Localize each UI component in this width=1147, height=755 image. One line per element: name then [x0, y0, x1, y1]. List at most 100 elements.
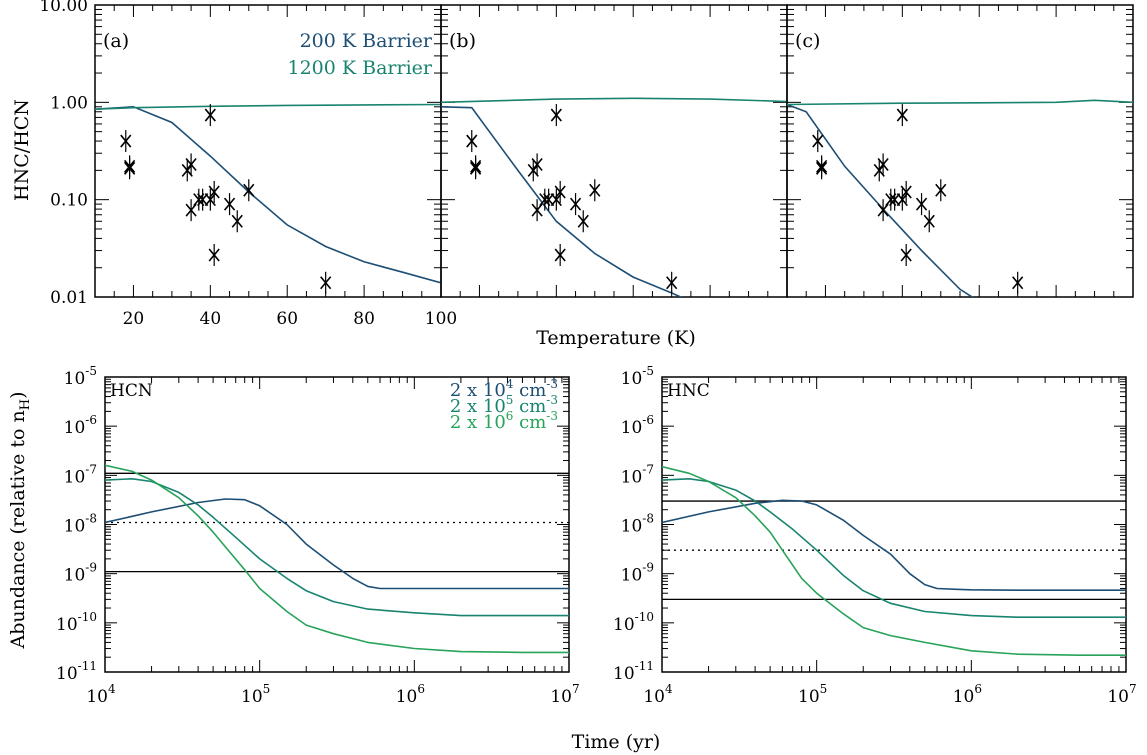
panel-top-2: (b) — [440, 4, 788, 298]
lines-layer — [662, 465, 1126, 657]
x-tick-label: 60 — [276, 309, 298, 329]
panel-label: (a) — [103, 30, 129, 52]
observation-point — [466, 130, 478, 153]
y-tick-label: 0.01 — [50, 288, 88, 308]
tick-exponent: -10 — [635, 610, 654, 624]
y-tick-label: 10-8 — [621, 512, 654, 537]
series-line-1200k-barrier — [95, 103, 441, 110]
legend-unit-exponent: -3 — [546, 377, 558, 391]
legend-exponent: 6 — [506, 409, 514, 423]
legend-entry: 2 x 105 cm-3 — [450, 393, 558, 417]
y-tick-label: 10-9 — [64, 561, 97, 586]
y-tick-label: 10-10 — [56, 610, 97, 635]
tick-exponent: -6 — [85, 413, 97, 427]
x-tick-label: 104 — [643, 682, 673, 707]
y-tick-label: 0.10 — [50, 191, 88, 211]
bottom-y-label-close: ) — [7, 392, 29, 399]
bottom-y-label-sub: H — [18, 399, 33, 410]
observation-point — [915, 193, 928, 216]
tick-exponent: 7 — [1129, 682, 1137, 696]
top-y-axis-label: HNC/HCN — [11, 99, 33, 201]
x-tick-label: 105 — [798, 682, 827, 707]
tick-exponent: 5 — [263, 682, 271, 696]
observation-point — [185, 199, 197, 222]
legend-entry: 1200 K Barrier — [288, 57, 433, 79]
observation-point — [589, 179, 601, 202]
tick-base: 10 — [86, 687, 108, 707]
observation-point — [223, 193, 236, 216]
tick-exponent: -9 — [642, 561, 654, 575]
observation-point — [877, 153, 889, 176]
legend-exponent: 5 — [506, 393, 514, 407]
observation-point — [1012, 271, 1024, 294]
tick-base: 10 — [798, 687, 820, 707]
tick-exponent: 6 — [417, 682, 425, 696]
series-line-density-2 — [662, 477, 1126, 619]
tick-base: 10 — [64, 418, 86, 438]
series-line-density-1 — [662, 499, 1126, 592]
series-line-1200k-barrier — [441, 97, 787, 104]
y-tick-label: 10-11 — [56, 659, 97, 684]
observation-point — [569, 193, 582, 216]
observation-point — [812, 130, 824, 153]
series-line-density-2 — [105, 477, 569, 617]
tick-base: 10 — [1107, 687, 1129, 707]
bottom-y-label-main: Abundance (relative to n — [7, 410, 29, 649]
tick-base: 10 — [621, 566, 643, 586]
panel-top-1: (a) — [94, 4, 442, 298]
tick-base: 10 — [64, 369, 86, 389]
tick-exponent: -11 — [78, 659, 97, 673]
observation-point — [550, 104, 562, 127]
tick-exponent: -9 — [85, 561, 97, 575]
legend-unit: cm — [513, 396, 546, 417]
x-tick-label: 105 — [241, 682, 270, 707]
lines-layer — [105, 464, 569, 654]
tick-base: 10 — [621, 467, 643, 487]
bottom-y-axis-label: Abundance (relative to nH) — [7, 392, 33, 650]
panel-label: HCN — [110, 381, 153, 401]
tick-base: 10 — [64, 517, 86, 537]
panel-frame — [786, 4, 1134, 298]
panel-label: HNC — [667, 381, 710, 401]
x-tick-label: 107 — [550, 682, 579, 707]
observation-point — [554, 180, 566, 203]
observation-point — [243, 179, 255, 202]
legend-unit: cm — [513, 412, 546, 433]
observation-point — [185, 153, 197, 176]
tick-exponent: -7 — [642, 462, 654, 476]
tick-base: 10 — [64, 566, 86, 586]
observation-point — [577, 210, 589, 233]
tick-exponent: 5 — [820, 682, 828, 696]
observation-point — [900, 180, 912, 203]
tick-exponent: -7 — [85, 462, 97, 476]
bottom-x-axis-label: Time (yr) — [572, 731, 661, 753]
tick-base: 10 — [56, 664, 78, 684]
series-line-density-1 — [105, 498, 569, 590]
observation-point — [531, 199, 543, 222]
panel-frame — [440, 4, 788, 298]
panel-label: (c) — [795, 30, 820, 52]
legend-entry: 2 x 106 cm-3 — [450, 409, 558, 433]
y-tick-label: 10-9 — [621, 561, 654, 586]
series-line-1200k-barrier — [787, 99, 1133, 106]
legend-unit-exponent: -3 — [546, 393, 558, 407]
y-tick-label: 10-7 — [64, 462, 97, 487]
y-tick-label: 10-6 — [621, 413, 654, 438]
x-tick-label: 104 — [86, 682, 116, 707]
tick-base: 10 — [953, 687, 975, 707]
observation-point — [531, 153, 543, 176]
x-tick-label: 80 — [353, 309, 375, 329]
legend-base: 2 x 10 — [450, 396, 506, 417]
top-x-axis-label: Temperature (K) — [536, 327, 696, 349]
y-tick-label: 10-7 — [621, 462, 654, 487]
observation-point — [815, 157, 828, 180]
series-line-200k-barrier — [95, 105, 441, 284]
tick-base: 10 — [621, 517, 643, 537]
tick-base: 10 — [396, 687, 418, 707]
tick-exponent: -10 — [78, 610, 97, 624]
panel-label: (b) — [449, 30, 476, 52]
y-tick-label: 10-10 — [613, 610, 654, 635]
observation-point — [320, 271, 332, 294]
